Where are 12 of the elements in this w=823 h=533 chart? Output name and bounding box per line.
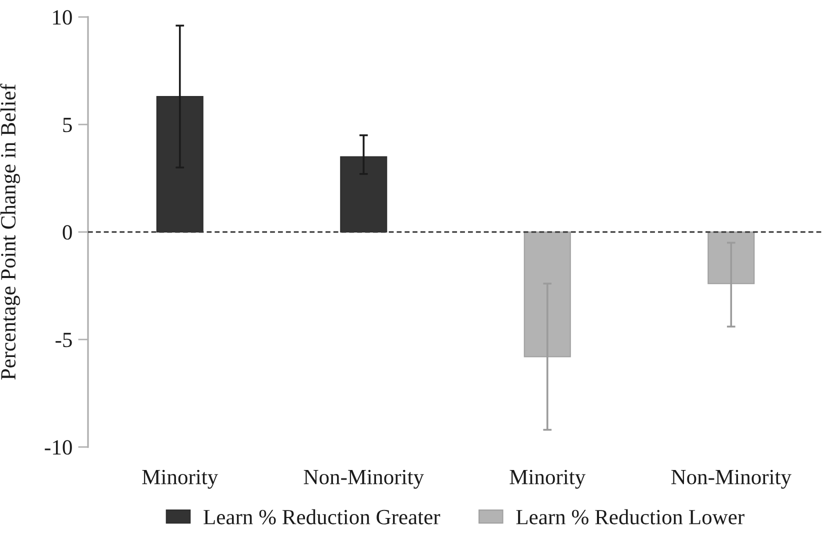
x-tick-label: Minority — [142, 470, 218, 489]
y-axis-title: Percentage Point Change in Belief — [0, 84, 20, 380]
legend-label: Learn % Reduction Greater — [204, 509, 440, 524]
y-tick-label: -10 — [44, 440, 72, 455]
x-tick-label: Non-Minority — [671, 470, 792, 489]
y-tick-label: 5 — [63, 118, 72, 132]
y-tick-label: -5 — [56, 332, 72, 348]
x-tick-label: Non-Minority — [304, 470, 424, 489]
x-tick-label: Minority — [510, 470, 586, 489]
y-tick-label: 0 — [62, 225, 72, 240]
y-tick-label: 10 — [53, 10, 72, 25]
legend-label: Learn % Reduction Lower — [516, 509, 744, 524]
